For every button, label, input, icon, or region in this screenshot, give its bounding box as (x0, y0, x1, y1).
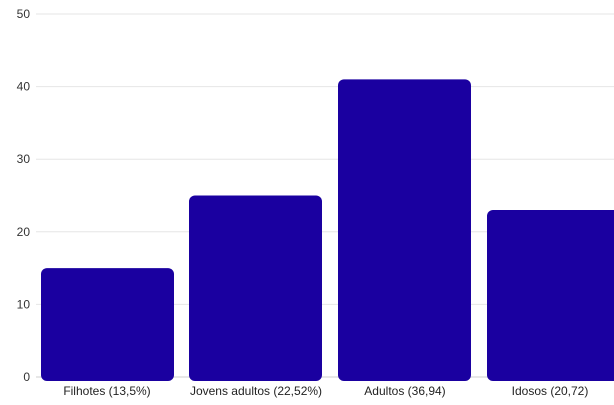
bar (41, 268, 174, 381)
x-tick-label: Filhotes (13,5%) (63, 384, 150, 398)
y-tick-label: 40 (17, 80, 31, 94)
bar (189, 195, 322, 381)
y-tick-label: 50 (17, 7, 31, 21)
x-tick-label: Jovens adultos (22,52%) (190, 384, 322, 398)
x-tick-label: Idosos (20,72) (512, 384, 589, 398)
bars (41, 79, 614, 381)
y-axis-ticks: 0 10 20 30 40 50 (17, 7, 31, 384)
y-tick-label: 10 (17, 297, 31, 311)
y-tick-label: 30 (17, 152, 31, 166)
x-tick-label: Adultos (36,94) (364, 384, 445, 398)
y-tick-label: 20 (17, 225, 31, 239)
bar (487, 210, 614, 381)
x-axis-labels: Filhotes (13,5%) Jovens adultos (22,52%) A… (63, 384, 588, 398)
y-tick-label: 0 (23, 370, 30, 384)
bar (338, 79, 471, 381)
